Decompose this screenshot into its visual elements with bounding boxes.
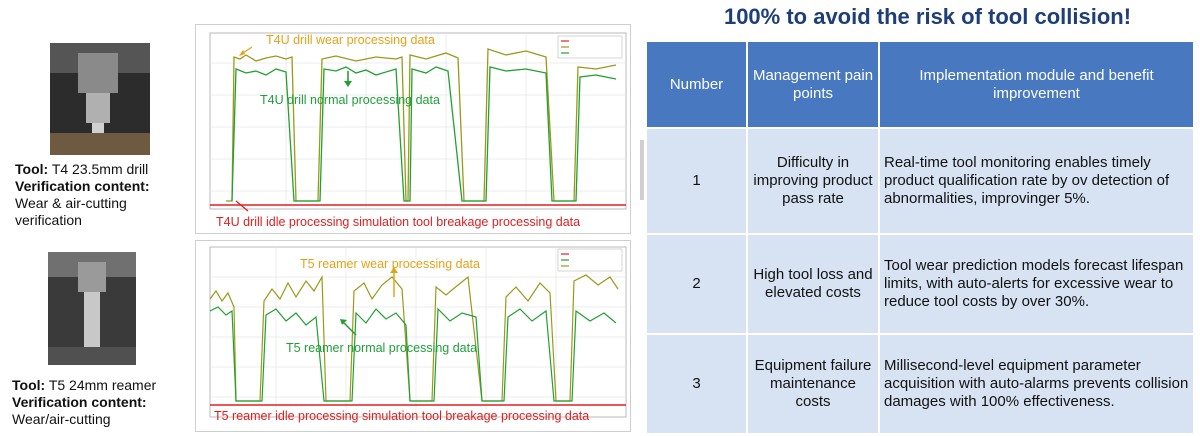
row-number: 1	[645, 127, 748, 235]
table-header-row: Number Management pain points Implementa…	[645, 40, 1195, 129]
header-implementation: Implementation module and benefit improv…	[878, 40, 1195, 129]
row-pain: Difficulty in improving product pass rat…	[746, 127, 880, 235]
reamer-normal-arrow	[341, 320, 357, 336]
row-number: 2	[645, 233, 748, 335]
drill-wear-line	[226, 48, 617, 202]
table-row: 2 High tool loss and elevated costs Tool…	[645, 233, 1195, 335]
row-pain: Equipment failure maintenance costs	[746, 333, 880, 435]
benefit-table: Number Management pain points Implementa…	[645, 40, 1195, 435]
drill-photo	[50, 43, 150, 155]
drill-normal-label: T4U drill normal processing data	[260, 93, 440, 107]
drill-legend	[557, 35, 623, 59]
reamer-normal-label: T5 reamer normal processing data	[286, 341, 478, 355]
reamer-normal-line	[209, 306, 617, 402]
case2-tool-label: Tool:	[12, 377, 46, 393]
page-title: 100% to avoid the risk of tool collision…	[723, 4, 1132, 29]
case1-verify-value-1: Wear & air-cutting	[15, 195, 127, 211]
reamer-image	[48, 252, 136, 365]
case1-tool-label: Tool:	[15, 161, 49, 177]
case1-verify-label: Verification content:	[15, 178, 150, 194]
drill-normal-line	[231, 66, 617, 202]
drill-chart: T4U drill wear processing data T4U drill…	[195, 24, 631, 234]
case1-verify-value-2: verification	[15, 212, 82, 228]
reamer-idle-label: T5 reamer idle processing simulation too…	[214, 409, 590, 423]
table-row: 3 Equipment failure maintenance costs Mi…	[645, 333, 1195, 435]
divider-bar	[640, 140, 644, 200]
case1-caption: Tool: T4 23.5mm drill Verification conte…	[15, 161, 205, 229]
row-pain: High tool loss and elevated costs	[746, 233, 880, 335]
case2-verify-label: Verification content:	[12, 394, 147, 410]
row-number: 3	[645, 333, 748, 435]
reamer-legend	[557, 248, 623, 272]
case1-tool-value: T4 23.5mm drill	[51, 161, 149, 177]
row-impl: Millisecond-level equipment parameter ac…	[878, 333, 1195, 435]
drill-image	[50, 43, 150, 155]
drill-idle-label: T4U drill idle processing simulation too…	[216, 215, 581, 229]
case2-caption: Tool: T5 24mm reamer Verification conten…	[12, 377, 202, 428]
row-impl: Tool wear prediction models forecast lif…	[878, 233, 1195, 335]
drill-idle-arrow	[235, 200, 249, 212]
reamer-chart: T5 reamer wear processing data T5 reamer…	[195, 240, 631, 432]
header-pain-points: Management pain points	[746, 40, 880, 129]
header-number: Number	[645, 40, 748, 129]
reamer-chart-plot	[209, 246, 627, 418]
drill-wear-label: T4U drill wear processing data	[266, 33, 435, 47]
reamer-photo	[48, 252, 136, 365]
case2-verify-value-1: Wear/air-cutting	[12, 411, 111, 427]
drill-chart-plot	[209, 32, 627, 212]
case2-tool-value: T5 24mm reamer	[48, 377, 157, 393]
table-row: 1 Difficulty in improving product pass r…	[645, 127, 1195, 235]
row-impl: Real-time tool monitoring enables timely…	[878, 127, 1195, 235]
reamer-wear-label: T5 reamer wear processing data	[300, 257, 480, 271]
reamer-wear-line	[209, 274, 619, 402]
